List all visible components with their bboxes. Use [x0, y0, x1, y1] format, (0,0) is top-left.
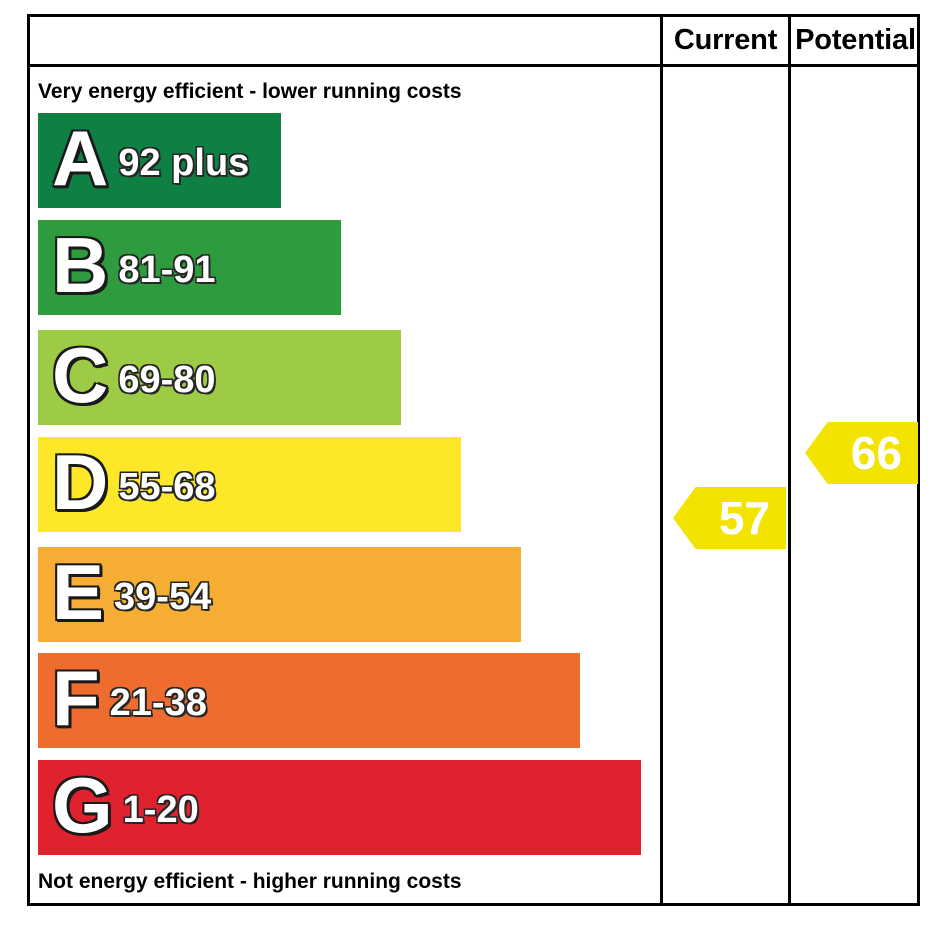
current-rating-arrow: 57 — [673, 487, 786, 549]
bottom-caption: Not energy efficient - higher running co… — [38, 870, 462, 893]
band-range-d: 55-68 — [118, 466, 216, 508]
band-letter-g: G — [52, 760, 113, 849]
current-rating-value: 57 — [718, 492, 770, 544]
band-letter-c: C — [52, 330, 109, 419]
band-letter-f: F — [52, 653, 100, 742]
band-range-f: 21-38 — [109, 682, 207, 724]
band-row-f: F 21-38 — [38, 653, 580, 748]
current-column-header: Current — [673, 24, 778, 56]
band-letter-d: D — [52, 437, 109, 526]
potential-column-divider — [788, 14, 791, 906]
band-row-g: G 1-20 — [38, 760, 641, 855]
band-range-e: 39-54 — [114, 576, 212, 618]
band-letter-b: B — [52, 220, 109, 309]
top-caption: Very energy efficient - lower running co… — [38, 80, 462, 103]
band-range-a: 92 plus — [118, 142, 250, 184]
band-letter-a: A — [52, 113, 109, 202]
header-divider — [27, 64, 920, 67]
band-range-c: 69-80 — [118, 359, 216, 401]
band-row-a: A 92 plus — [38, 113, 281, 208]
band-row-d: D 55-68 — [38, 437, 461, 532]
potential-rating-value: 66 — [850, 427, 902, 479]
current-column-divider — [660, 14, 663, 906]
potential-column-header: Potential — [795, 24, 916, 56]
band-range-g: 1-20 — [122, 789, 199, 831]
band-row-e: E 39-54 — [38, 547, 521, 642]
band-letter-e: E — [52, 547, 105, 636]
band-row-c: C 69-80 — [38, 330, 401, 425]
band-row-b: B 81-91 — [38, 220, 341, 315]
band-range-b: 81-91 — [118, 249, 216, 291]
potential-rating-arrow: 66 — [805, 422, 918, 484]
